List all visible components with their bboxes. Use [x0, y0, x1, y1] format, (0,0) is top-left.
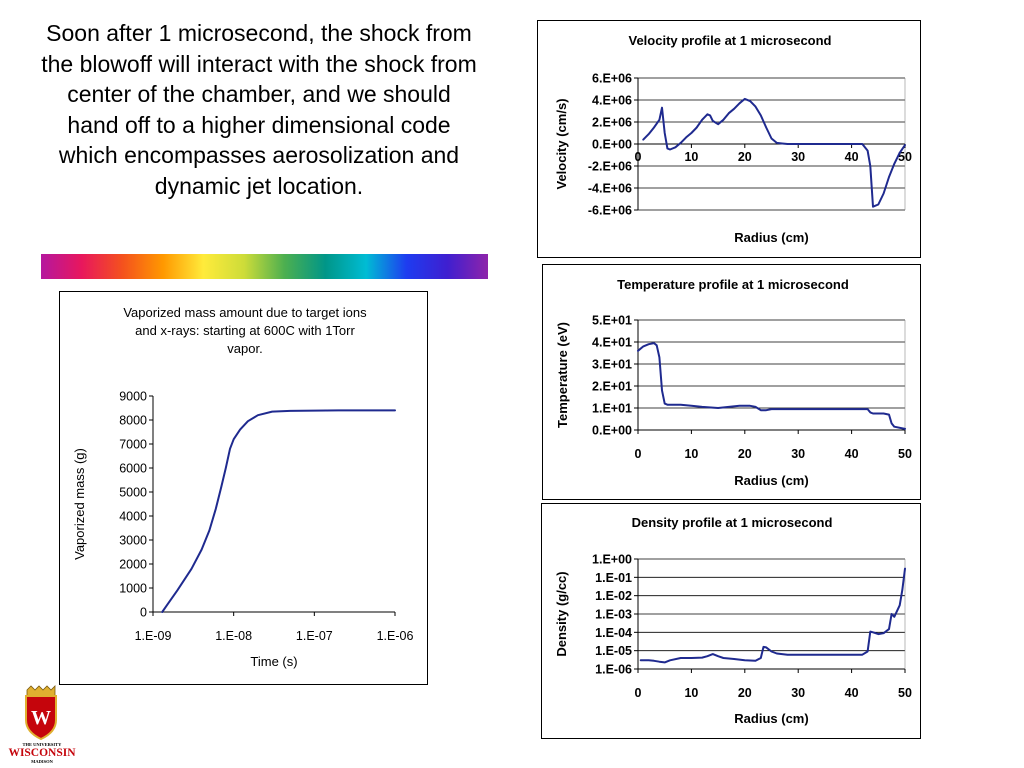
chart-svg: Temperature profile at 1 microsecond 5.E+… — [555, 277, 912, 488]
y-tick-label: 5000 — [119, 486, 147, 500]
y-axis-label: Temperature (eV) — [555, 322, 570, 428]
series-line — [639, 567, 906, 664]
chart-title: Temperature profile at 1 microsecond — [617, 277, 849, 292]
x-tick-label: 10 — [684, 150, 698, 164]
y-tick-label: 4.E+01 — [592, 336, 632, 350]
y-tick-label: 6000 — [119, 462, 147, 476]
y-tick-label: 3.E+01 — [592, 358, 632, 372]
y-tick-label: 0.E+00 — [592, 424, 632, 438]
x-tick-label: 30 — [791, 447, 805, 461]
x-tick-label: 20 — [738, 150, 752, 164]
x-axis-label: Radius (cm) — [734, 711, 808, 726]
x-tick-label: 10 — [684, 686, 698, 700]
x-tick-label: 1.E-06 — [377, 629, 414, 643]
x-axis-label: Radius (cm) — [734, 230, 808, 245]
y-tick-label: 9000 — [119, 390, 147, 404]
x-tick-label: 1.E-09 — [135, 629, 172, 643]
x-tick-label: 30 — [791, 686, 805, 700]
y-tick-label: -6.E+06 — [588, 204, 632, 218]
y-tick-label: 3000 — [119, 534, 147, 548]
chart-svg: Velocity profile at 1 microsecond 6.E+06 4… — [554, 33, 912, 245]
x-tick-label: 10 — [684, 447, 698, 461]
rainbow-bar — [41, 254, 488, 279]
y-tick-label: -2.E+06 — [588, 160, 632, 174]
y-tick-label: 1.E-01 — [595, 571, 632, 585]
x-tick-label: 50 — [898, 447, 912, 461]
y-axis-label: Vaporized mass (g) — [72, 448, 87, 560]
chart-title: Density profile at 1 microsecond — [632, 515, 833, 530]
x-tick-label: 1.E-07 — [296, 629, 333, 643]
chart-svg: Vaporized mass amount due to target ions… — [72, 305, 414, 669]
y-tick-label: 1.E-06 — [595, 663, 632, 677]
x-tick-label: 50 — [898, 150, 912, 164]
y-tick-label: 2.E+06 — [592, 116, 632, 130]
y-tick-label: 1.E-02 — [595, 589, 632, 603]
x-tick-label: 40 — [845, 686, 859, 700]
y-tick-label: 2000 — [119, 558, 147, 572]
x-tick-label: 0 — [635, 447, 642, 461]
chart-title: vapor. — [227, 341, 262, 356]
y-axis-label: Density (g/cc) — [554, 571, 569, 656]
x-tick-label: 20 — [738, 447, 752, 461]
svg-text:THE UNIVERSITY: THE UNIVERSITY — [23, 742, 63, 747]
chart-title: and x-rays: starting at 600C with 1Torr — [135, 323, 355, 338]
university-logo: W THE UNIVERSITY WISCONSIN MADISON — [8, 685, 76, 764]
y-tick-label: 4.E+06 — [592, 94, 632, 108]
y-tick-label: 0 — [140, 606, 147, 620]
series-line — [637, 342, 906, 430]
y-axis-label: Velocity (cm/s) — [554, 98, 569, 189]
series-line — [161, 409, 396, 613]
svg-text:WISCONSIN: WISCONSIN — [8, 747, 76, 759]
x-tick-label: 20 — [738, 686, 752, 700]
x-tick-label: 0 — [635, 150, 642, 164]
y-tick-label: 5.E+01 — [592, 314, 632, 328]
temperature-chart: Temperature profile at 1 microsecond 5.E+… — [542, 264, 921, 500]
x-tick-label: 1.E-08 — [215, 629, 252, 643]
velocity-chart: Velocity profile at 1 microsecond 6.E+06 4… — [537, 20, 921, 258]
x-tick-label: 40 — [845, 150, 859, 164]
y-tick-label: 1.E-03 — [595, 608, 632, 622]
x-tick-label: 40 — [845, 447, 859, 461]
x-tick-label: 0 — [635, 686, 642, 700]
x-tick-label: 50 — [898, 686, 912, 700]
y-tick-label: 1000 — [119, 582, 147, 596]
y-tick-label: 8000 — [119, 414, 147, 428]
y-tick-label: 0.E+00 — [592, 138, 632, 152]
svg-text:W: W — [31, 707, 51, 729]
chart-title: Velocity profile at 1 microsecond — [628, 33, 831, 48]
vaporized-mass-chart: Vaporized mass amount due to target ions… — [59, 291, 428, 685]
y-tick-label: -4.E+06 — [588, 182, 632, 196]
chart-svg: Density profile at 1 microsecond 1.E+00 1.… — [554, 515, 912, 726]
series-line — [642, 97, 906, 208]
density-chart: Density profile at 1 microsecond 1.E+00 1.… — [541, 503, 921, 739]
x-axis-label: Time (s) — [250, 654, 297, 669]
y-tick-label: 1.E-04 — [595, 626, 632, 640]
chart-title: Vaporized mass amount due to target ions — [123, 305, 367, 320]
slide-text: Soon after 1 microsecond, the shock from… — [41, 20, 477, 199]
svg-text:MADISON: MADISON — [31, 759, 54, 764]
x-axis-label: Radius (cm) — [734, 473, 808, 488]
y-tick-label: 4000 — [119, 510, 147, 524]
y-tick-label: 1.E-05 — [595, 644, 632, 658]
y-tick-label: 1.E+01 — [592, 402, 632, 416]
y-tick-label: 6.E+06 — [592, 72, 632, 86]
x-tick-label: 30 — [791, 150, 805, 164]
y-tick-label: 1.E+00 — [592, 553, 632, 567]
y-tick-label: 7000 — [119, 438, 147, 452]
y-tick-label: 2.E+01 — [592, 380, 632, 394]
